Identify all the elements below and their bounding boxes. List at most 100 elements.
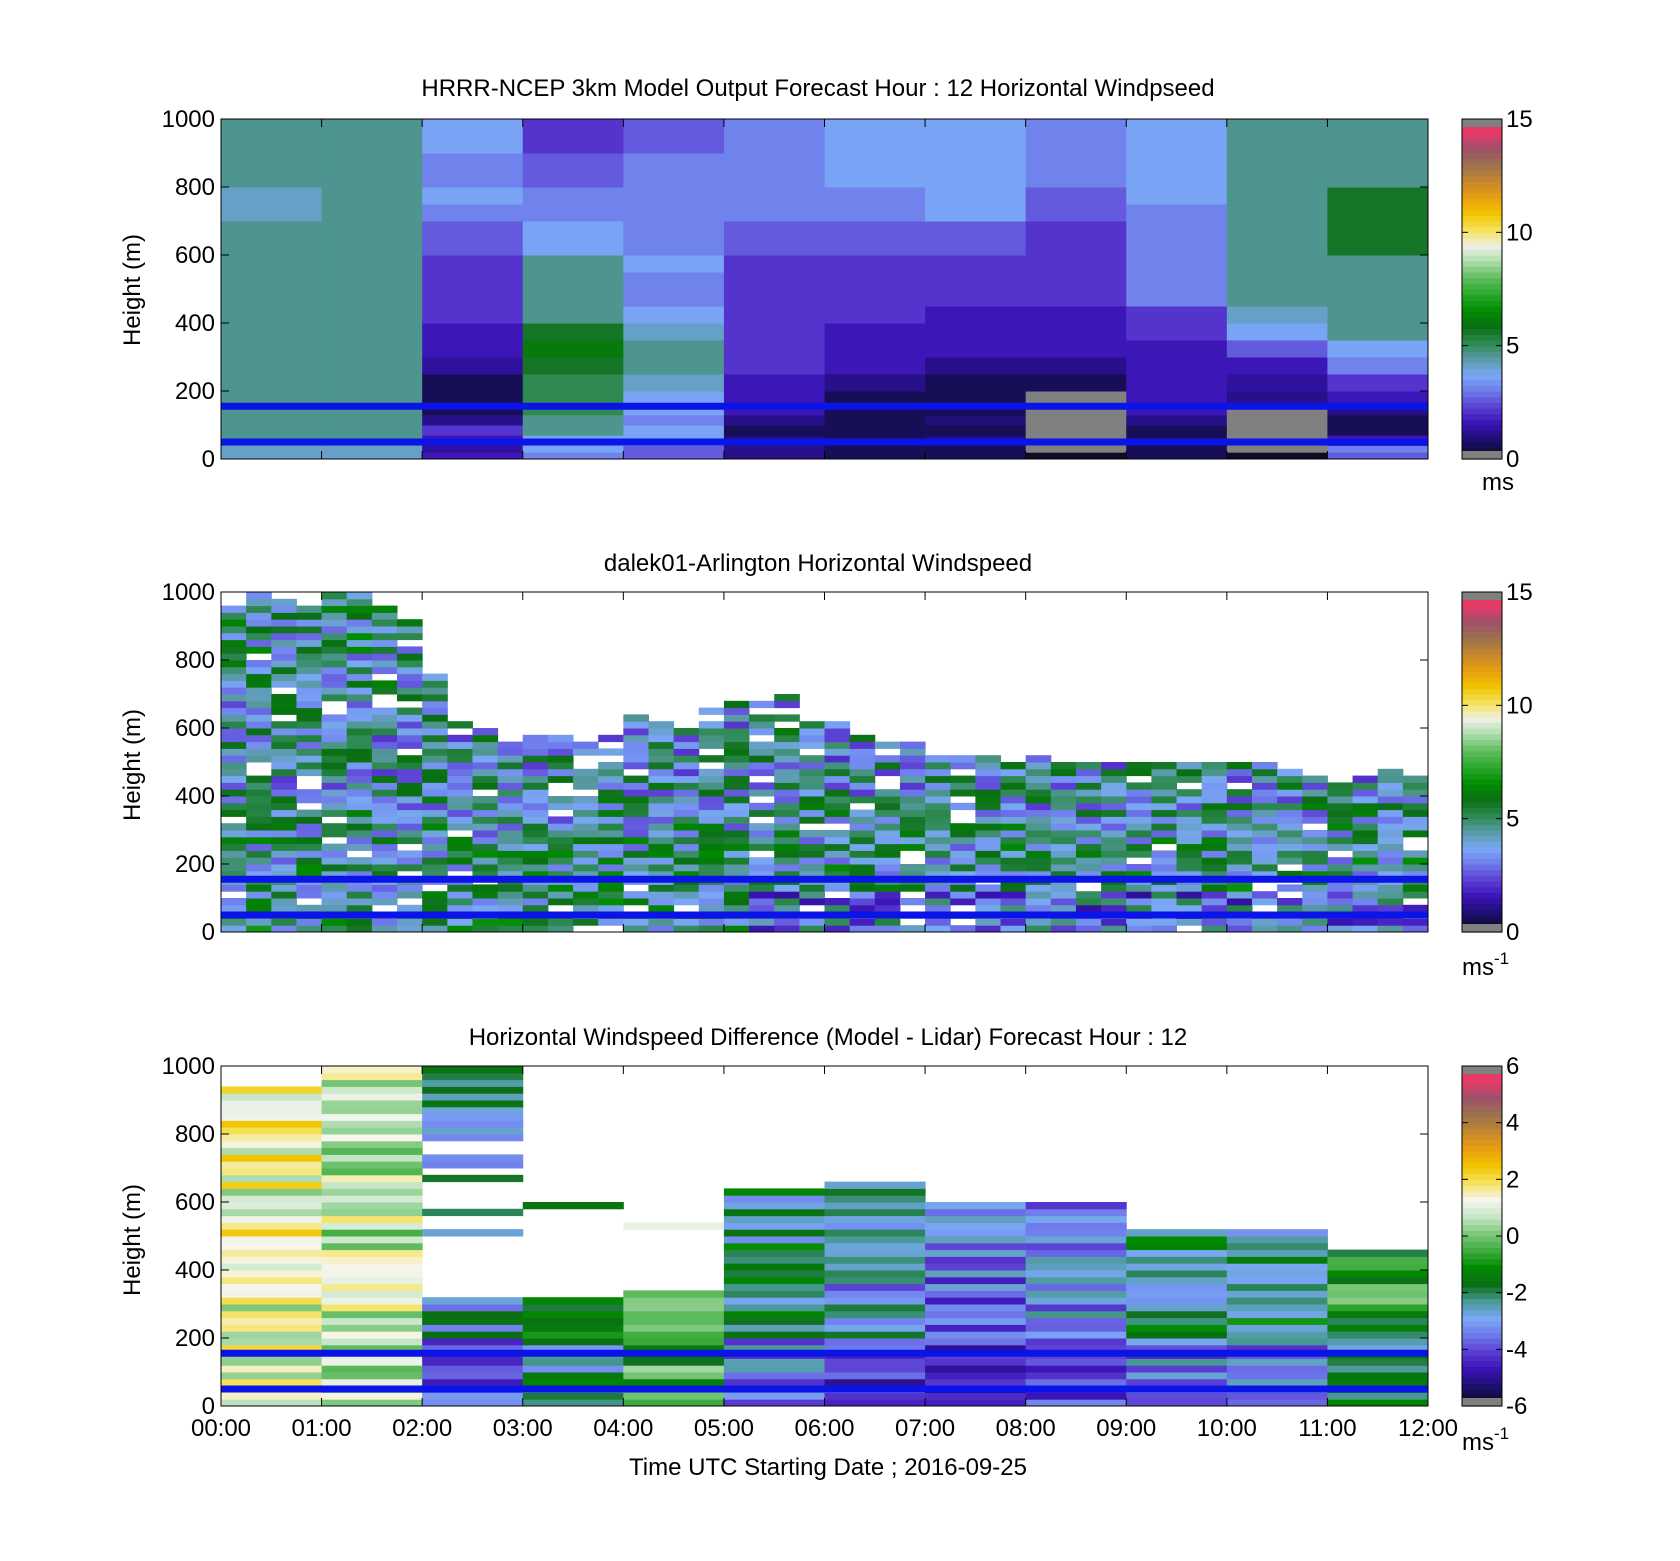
lidar-cell [246, 870, 272, 879]
lidar-cell [422, 870, 448, 879]
lidar-cell [1251, 857, 1278, 865]
lidar-colorbar-segment [1462, 818, 1502, 825]
lidar-cell [246, 592, 272, 600]
lidar-cell [1277, 870, 1303, 879]
difference-cell [1226, 1338, 1328, 1346]
difference-cell [522, 1399, 624, 1407]
difference-cell [1327, 1256, 1429, 1264]
lidar-cell [321, 884, 348, 892]
lidar-cell [547, 768, 574, 777]
lidar-cell [623, 864, 649, 872]
lidar-cell [1075, 823, 1102, 831]
difference-cell [623, 1310, 725, 1319]
lidar-cell [799, 768, 825, 777]
lidar-cell [271, 898, 297, 906]
model-cell [1126, 445, 1228, 453]
difference-cell [1126, 1310, 1228, 1319]
difference-cell [422, 1392, 524, 1400]
lidar-cell [1176, 809, 1203, 817]
lidar-colorbar-segment [1462, 898, 1502, 905]
lidar-cell [1251, 898, 1278, 906]
lidar-cell [1151, 802, 1178, 811]
difference-colorbar-tick-label: 2 [1506, 1166, 1519, 1193]
difference-colorbar-segment [1462, 1326, 1502, 1333]
lidar-cell [246, 755, 272, 763]
lidar-cell [271, 823, 297, 831]
difference-cell [723, 1338, 825, 1346]
model-colorbar-segment [1462, 153, 1502, 160]
lidar-cell [899, 836, 926, 845]
lidar-cell [1101, 823, 1127, 831]
difference-colorbar-segment [1462, 1145, 1502, 1152]
lidar-cell [723, 843, 750, 851]
model-cell [321, 425, 423, 436]
lidar-cell [849, 775, 876, 783]
difference-colorbar-tick-label: -4 [1506, 1336, 1527, 1363]
lidar-cell [774, 728, 800, 736]
lidar-cell [246, 850, 272, 858]
lidar-cell [623, 748, 649, 756]
difference-cell [1025, 1256, 1127, 1264]
difference-cell [925, 1242, 1027, 1251]
lidar-cell [547, 775, 574, 783]
difference-cell [824, 1195, 926, 1203]
model-cell [422, 204, 524, 222]
model-cell [723, 374, 825, 392]
lidar-cell [447, 755, 473, 763]
lidar-cell [1050, 864, 1077, 872]
difference-cell [1025, 1378, 1127, 1387]
lidar-cell [1226, 857, 1253, 865]
lidar-cell [648, 891, 675, 899]
difference-cell [522, 1317, 624, 1325]
lidar-cell [598, 748, 624, 756]
lidar-cell [1126, 891, 1152, 899]
lidar-cell [296, 632, 323, 641]
lidar-cell [749, 768, 775, 777]
lidar-cell [397, 857, 423, 865]
lidar-cell [1050, 884, 1077, 892]
lidar-cell [975, 768, 1002, 777]
difference-cell [824, 1338, 926, 1346]
lidar-cell [975, 789, 1002, 797]
difference-cell [623, 1324, 725, 1332]
lidar-cell [1201, 782, 1228, 790]
difference-cell [321, 1338, 423, 1346]
lidar-cell [623, 714, 649, 722]
model-colorbar-segment [1462, 317, 1502, 324]
lidar-cell [673, 768, 700, 777]
lidar-cell [1151, 891, 1178, 899]
lidar-cell [1251, 782, 1278, 790]
lidar-cell [271, 673, 297, 681]
difference-cell [321, 1358, 423, 1366]
lidar-cell [271, 864, 297, 872]
lidar-cell [623, 830, 649, 838]
difference-colorbar-segment [1462, 1100, 1502, 1107]
lidar-cell [874, 762, 901, 770]
difference-cell [522, 1324, 624, 1332]
lidar-cell [1251, 864, 1278, 872]
difference-cell [1226, 1378, 1328, 1387]
lidar-cell [623, 850, 649, 858]
lidar-cell [296, 673, 323, 681]
lidar-cell [397, 714, 423, 722]
lidar-cell [296, 707, 323, 715]
lidar-cell [1075, 925, 1102, 933]
lidar-cell [849, 918, 876, 926]
difference-cell [221, 1372, 323, 1380]
lidar-cell [824, 836, 851, 845]
lidar-cell [573, 802, 599, 811]
lidar-cell [271, 870, 297, 879]
lidar-cell [246, 816, 272, 824]
model-cell [623, 204, 725, 222]
difference-cell [925, 1344, 1027, 1353]
lidar-cell [296, 626, 323, 634]
model-cell [1226, 404, 1328, 416]
model-colorbar-segment [1462, 323, 1502, 330]
difference-cell [1226, 1331, 1328, 1339]
lidar-cell [698, 918, 725, 926]
lidar-cell [1327, 857, 1354, 865]
lidar-cell [221, 836, 247, 845]
lidar-cell [271, 700, 297, 709]
